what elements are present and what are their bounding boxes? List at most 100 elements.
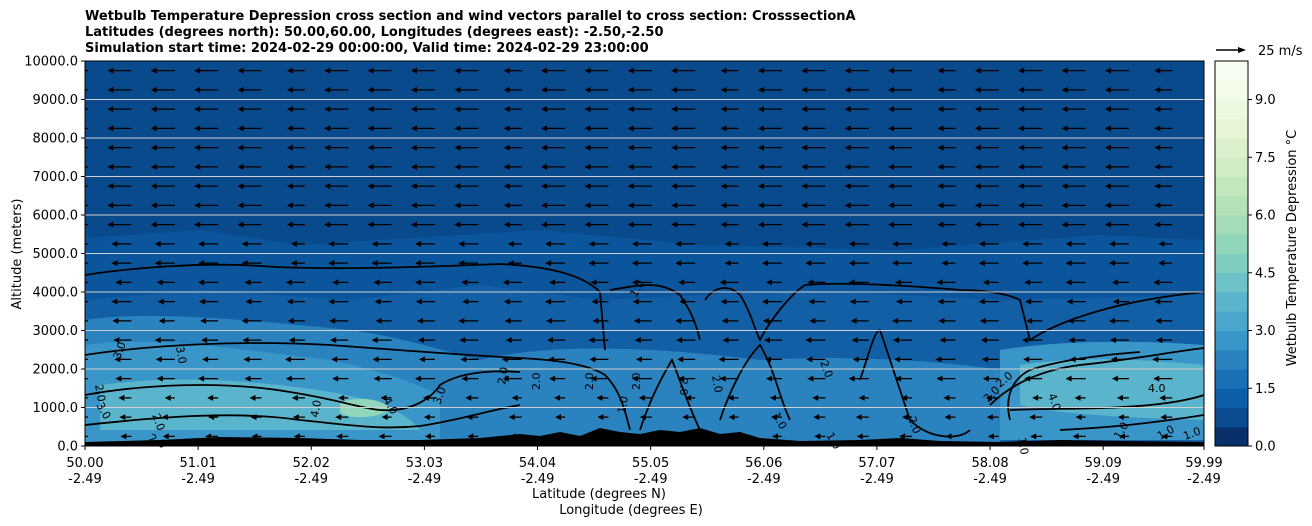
wind-vector-head: [251, 433, 258, 440]
wind-vector-head: [590, 375, 597, 382]
x-axis-label-latitude: Latitude (degrees N): [532, 487, 666, 502]
wind-vector-head: [631, 240, 638, 247]
wind-vector-head: [243, 356, 250, 363]
wind-vector-head: [205, 433, 212, 440]
wind-vector-head: [848, 279, 855, 286]
wind-vector-head: [978, 260, 985, 267]
wind-vector-head: [896, 298, 903, 305]
wind-vector-head: [671, 202, 678, 209]
wind-vector-head: [1111, 375, 1118, 382]
wind-vector-head: [671, 67, 678, 74]
wind-vector-head: [627, 163, 634, 170]
wind-vector-head: [1154, 125, 1161, 132]
contour-line: [85, 263, 1204, 351]
wind-vector-head: [1030, 433, 1037, 440]
wind-vector-head: [801, 183, 808, 190]
wind-vector-head: [545, 260, 552, 267]
wind-vector-head: [241, 260, 248, 267]
wind-vector-head: [371, 240, 378, 247]
wind-vector-head: [291, 394, 298, 401]
y-tick-label: 10000.0: [24, 55, 78, 70]
wind-vector-head: [107, 106, 114, 113]
wind-vector-head: [937, 202, 944, 209]
colorbar-level: [1215, 330, 1248, 351]
wind-vector-head: [150, 183, 157, 190]
y-tick-label: 6000.0: [33, 209, 79, 224]
wind-vector-head: [324, 86, 331, 93]
contour-line: [639, 357, 701, 431]
wind-vector-head: [1023, 356, 1030, 363]
wind-vector-head: [541, 125, 548, 132]
wind-vector-head: [194, 163, 201, 170]
wind-vector-head: [1159, 394, 1166, 401]
wind-vector-head: [675, 260, 682, 267]
wind-vector-head: [107, 86, 114, 93]
wind-vector-head: [635, 356, 642, 363]
wind-vector-head: [324, 163, 331, 170]
wind-vector-head: [801, 86, 808, 93]
wind-vector-head: [844, 125, 851, 132]
wind-vector-head: [893, 337, 900, 344]
contour-label: 4.0: [308, 399, 324, 418]
wind-vector-head: [978, 240, 985, 247]
wind-vector-head: [801, 202, 808, 209]
wind-vector-head: [241, 317, 248, 324]
wind-vector-head: [937, 298, 944, 305]
colorbar-level: [1215, 272, 1248, 293]
wind-vector-head: [1104, 183, 1111, 190]
wind-vector-head: [286, 144, 293, 151]
wind-vector-head: [286, 202, 293, 209]
wind-vector-head: [1024, 375, 1031, 382]
wind-vector-head: [757, 125, 764, 132]
wind-vector-head: [844, 163, 851, 170]
wind-vector-head: [1061, 221, 1068, 228]
wind-vector-head: [757, 163, 764, 170]
wind-vector-head: [509, 433, 516, 440]
contour-line: [85, 342, 631, 431]
wind-vector-head: [503, 202, 510, 209]
wind-vector-head: [410, 106, 417, 113]
wind-vector-head: [1022, 240, 1029, 247]
wind-vector-head: [627, 86, 634, 93]
colorbar-label: Wetbulb Temperature Depression °C: [1285, 130, 1300, 367]
wind-vector-head: [939, 337, 946, 344]
x-axis-label-longitude: Longitude (degrees E): [559, 503, 703, 518]
wind-vector-head: [685, 394, 692, 401]
wind-vector-head: [844, 67, 851, 74]
wind-vector-head: [194, 144, 201, 151]
colorbar-level: [1215, 407, 1248, 428]
wind-vector-head: [584, 221, 591, 228]
wind-vector-head: [454, 144, 461, 151]
wind-vector-head: [761, 240, 768, 247]
wind-vector-head: [1024, 279, 1031, 286]
wind-vector-head: [367, 106, 374, 113]
wind-vector-head: [414, 240, 421, 247]
contour-label: 2.0: [817, 359, 835, 380]
wind-vector-head: [541, 106, 548, 113]
wind-vector-head: [986, 414, 993, 421]
x-tick-label-lat: 59.09: [1085, 456, 1122, 471]
wind-vector-head: [367, 202, 374, 209]
wind-vector-head: [161, 414, 168, 421]
wind-vector-head: [120, 433, 127, 440]
wind-vector-head: [678, 375, 685, 382]
wind-vector-head: [974, 86, 981, 93]
wind-vector-head: [631, 260, 638, 267]
wind-vector-head: [1029, 414, 1036, 421]
wind-vector-head: [76, 395, 82, 401]
wind-vector-head: [725, 433, 732, 440]
colorbar-level: [1215, 80, 1248, 100]
wind-vector-head: [937, 106, 944, 113]
wind-vector-head: [324, 144, 331, 151]
contour-label: 2.0: [530, 373, 543, 391]
wind-vector-head: [328, 260, 335, 267]
wind-vector-head: [69, 279, 75, 285]
wind-vector-head: [285, 375, 292, 382]
wind-vector-head: [410, 163, 417, 170]
wind-vector-head: [765, 279, 772, 286]
wind-vector-head: [935, 356, 942, 363]
wind-vector-head: [150, 106, 157, 113]
wind-vector-head: [237, 67, 244, 74]
wind-vector-head: [150, 125, 157, 132]
contour-label: 3.0: [431, 385, 449, 406]
